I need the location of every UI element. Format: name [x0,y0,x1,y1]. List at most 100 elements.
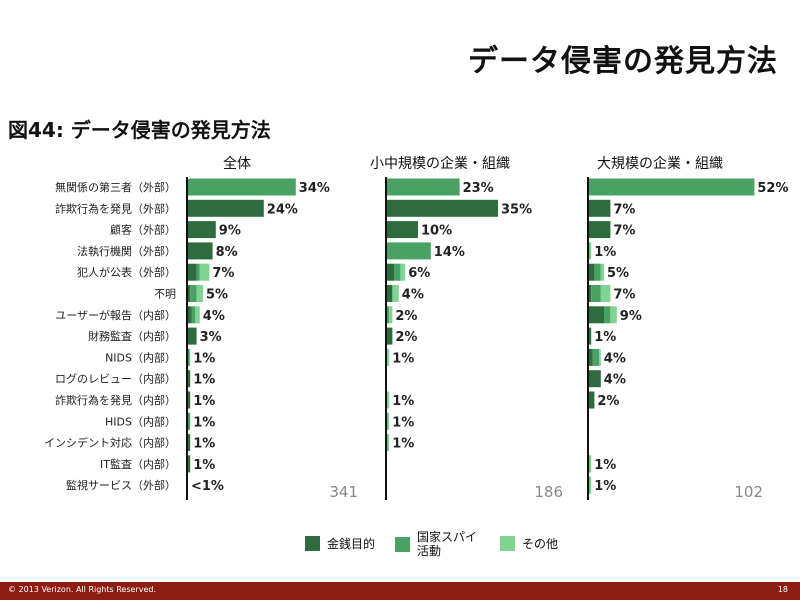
data-label: 7% [613,288,635,303]
data-label: 1% [193,437,215,452]
data-label: 1% [193,415,215,430]
data-label: 5% [206,288,228,303]
bar-segment [196,285,203,302]
data-label: 1% [594,458,616,473]
sample-size-label: 186 [534,483,563,501]
bar-segment [591,285,601,302]
bar-segment [588,199,611,217]
bar-segment [187,242,213,260]
bar-segment [592,348,600,366]
data-label: 7% [212,266,234,281]
category-label: 犯人が公表（外部） [77,265,176,279]
legend-item-financial: 金銭目的 [305,535,375,552]
data-label: 9% [219,224,241,239]
category-label: 不明 [154,288,176,301]
bar-segment [387,412,390,430]
bar-segment [386,178,460,196]
bar-segment [189,348,191,366]
data-label: 1% [193,458,215,473]
bar-segment [588,263,595,281]
data-label: 1% [392,351,414,366]
data-label: 4% [402,288,424,303]
category-label: ログのレビュー（内部） [55,372,176,386]
bar-segment [400,263,406,281]
bar-segment [594,263,601,281]
bar-segment [392,285,399,302]
data-label: 1% [392,415,414,430]
legend-swatch-financial [305,536,320,551]
data-label: 34% [299,181,330,196]
panel-title: 小中規模の企業・組織 [370,155,510,172]
data-label: 52% [757,181,788,196]
category-label: インシデント対応（内部） [44,436,176,450]
bar-segment [187,434,191,452]
page-number: 18 [777,585,788,594]
bar-segment [588,285,592,302]
bar-segment [588,221,611,239]
category-label: NIDS（内部） [105,350,176,364]
bar-segment [187,455,191,473]
panel-title: 全体 [223,155,251,172]
bar-segment [196,263,200,281]
bar-segment [188,348,190,366]
category-label: 詐欺行為を発見（内部） [55,393,176,407]
category-label: ユーザーが報告（内部） [55,308,176,322]
bar-segment [190,285,197,302]
category-label: 詐欺行為を発見（外部） [55,201,176,215]
panel-title: 大規模の企業・組織 [597,155,723,172]
bar-segment [187,306,192,324]
bar-segment [386,285,393,302]
bar-segment [588,306,604,324]
bar-segment [386,263,394,281]
data-label: 2% [395,330,417,345]
bar-segment [588,348,593,366]
bar-segment [386,221,418,239]
data-label: 1% [193,373,215,388]
data-label: 1% [594,479,616,494]
bar-segment [386,306,390,324]
data-label: 7% [613,224,635,239]
data-label: 9% [620,309,642,324]
legend-swatch-other [500,536,515,551]
bar-segment [386,327,393,345]
bar-segment [386,199,498,217]
bar-segment [589,242,592,260]
data-label: 6% [408,266,430,281]
category-label: IT監査（内部） [100,457,176,471]
data-label: 4% [604,373,626,388]
bar-segment [187,391,191,409]
bar-segment [610,306,617,324]
bar-segment [588,370,601,388]
bar-segment [199,263,210,281]
category-label: 無関係の第三者（外部） [55,180,176,194]
bar-segment [191,306,195,324]
legend-label-financial: 金銭目的 [327,537,376,551]
data-label: <1% [191,479,224,494]
bar-segment [195,306,200,324]
bar-segment [394,263,401,281]
data-label: 8% [216,245,238,260]
bar-segment [188,412,191,430]
data-label: 3% [200,330,222,345]
footer-bar: © 2013 Verizon. All Rights Reserved. 18 [0,582,800,600]
sample-size-label: 102 [734,483,763,501]
category-label: 財務監査（内部） [88,329,176,343]
bar-segment [386,242,431,260]
category-label: HIDS（内部） [105,414,176,428]
bar-segment [187,199,264,217]
bar-segment [386,391,390,409]
sample-size-label: 341 [329,483,358,501]
data-label: 1% [193,394,215,409]
data-label: 10% [421,224,452,239]
legend-swatch-espionage [395,536,410,552]
category-label: 法執行機関（外部） [77,244,176,258]
figure-title: 図44: データ侵害の発見方法 [8,118,271,142]
bar-segment [187,178,296,196]
data-label: 1% [193,351,215,366]
bar-segment [389,306,393,324]
data-label: 2% [597,394,619,409]
data-label: 14% [434,245,465,260]
bar-segment [588,178,755,196]
bar-segment [187,221,216,239]
